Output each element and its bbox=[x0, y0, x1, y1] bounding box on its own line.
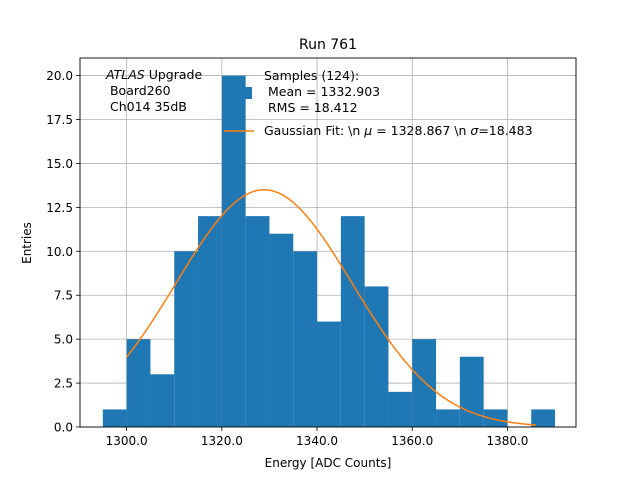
x-axis-ticks: 1300.0 1320.0 1340.0 1360.0 1380.0 bbox=[106, 427, 528, 448]
atlas-annotation: ATLAS Upgrade Board260 Ch014 35dB bbox=[105, 67, 202, 114]
legend: Samples (124): Mean = 1332.903 RMS = 18.… bbox=[224, 68, 533, 138]
x-tick-label: 1340.0 bbox=[296, 434, 338, 448]
legend-fit-suffix: =18.483 bbox=[478, 123, 532, 138]
histogram-bar bbox=[245, 216, 270, 427]
grid-lines bbox=[80, 58, 576, 428]
y-tick-label: 2.5 bbox=[54, 377, 73, 391]
y-tick-label: 0.0 bbox=[54, 421, 73, 435]
histogram-bar bbox=[102, 409, 127, 427]
histogram-bars bbox=[102, 75, 556, 428]
legend-fit-prefix: Gaussian Fit: \n bbox=[264, 123, 364, 138]
histogram-bar bbox=[340, 216, 365, 427]
y-tick-label: 17.5 bbox=[46, 113, 73, 127]
x-tick-label: 1300.0 bbox=[106, 434, 148, 448]
histogram-bar bbox=[198, 216, 222, 427]
annotation-experiment: ATLAS bbox=[105, 67, 145, 82]
legend-samples-swatch bbox=[242, 87, 252, 99]
legend-fit-mu: μ bbox=[363, 123, 372, 138]
y-tick-label: 20.0 bbox=[46, 69, 73, 83]
y-tick-label: 5.0 bbox=[54, 333, 73, 347]
histogram-bar bbox=[364, 286, 389, 427]
histogram-bar bbox=[531, 409, 556, 427]
x-axis-label: Energy [ADC Counts] bbox=[265, 456, 392, 470]
histogram-bar bbox=[459, 356, 484, 427]
legend-fit-mid: = 1328.867 \n bbox=[372, 123, 470, 138]
chart-title: Run 761 bbox=[299, 37, 357, 53]
x-tick-label: 1320.0 bbox=[201, 434, 243, 448]
plot-frame bbox=[79, 57, 577, 428]
histogram-bar bbox=[269, 233, 294, 427]
annotation-line-3: Ch014 35dB bbox=[106, 99, 187, 114]
histogram-bar bbox=[221, 75, 246, 428]
histogram-bar bbox=[293, 251, 318, 427]
legend-fit-label: Gaussian Fit: \n μ = 1328.867 \n σ=18.48… bbox=[264, 123, 533, 138]
annotation-upgrade: Upgrade bbox=[145, 67, 203, 82]
gaussian-fit-curve bbox=[126, 189, 537, 426]
histogram-bar bbox=[483, 409, 508, 427]
y-tick-label: 7.5 bbox=[54, 289, 73, 303]
histogram-bar bbox=[412, 339, 437, 427]
y-tick-label: 10.0 bbox=[46, 245, 73, 259]
legend-fit-sigma: σ bbox=[470, 123, 479, 138]
legend-samples-header: Samples (124): bbox=[264, 68, 359, 83]
histogram-bar bbox=[126, 339, 151, 427]
histogram-bar bbox=[388, 391, 413, 427]
histogram-bar bbox=[150, 374, 175, 427]
histogram-bar bbox=[317, 321, 341, 427]
y-tick-label: 15.0 bbox=[46, 157, 73, 171]
x-tick-label: 1380.0 bbox=[486, 434, 528, 448]
legend-samples-rms: RMS = 18.412 bbox=[264, 100, 358, 115]
y-axis-label: Entries bbox=[20, 222, 34, 264]
annotation-line-1: ATLAS Upgrade bbox=[105, 67, 202, 82]
histogram-bar bbox=[436, 409, 460, 427]
histogram-bar bbox=[174, 251, 199, 427]
y-axis-ticks: 0.0 2.5 5.0 7.5 10.0 12.5 15.0 17.5 20.0 bbox=[46, 69, 80, 435]
y-tick-label: 12.5 bbox=[46, 201, 73, 215]
x-tick-label: 1360.0 bbox=[391, 434, 433, 448]
legend-samples-mean: Mean = 1332.903 bbox=[264, 84, 380, 99]
annotation-line-2: Board260 bbox=[106, 83, 171, 98]
